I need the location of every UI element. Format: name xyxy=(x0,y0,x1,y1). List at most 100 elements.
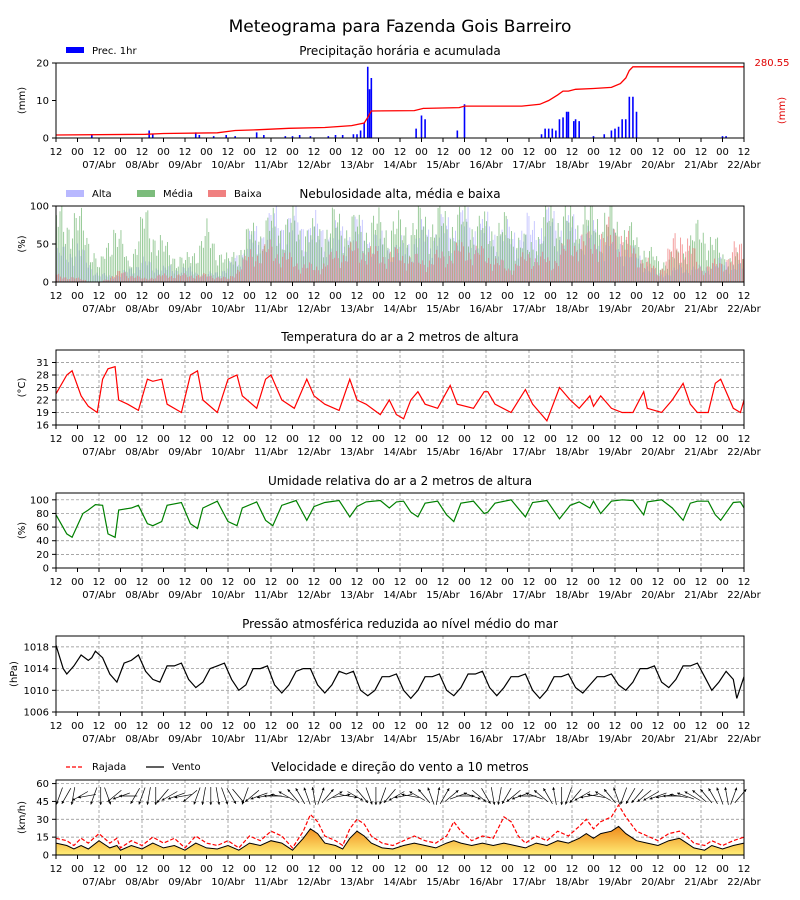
wind-xtick-hour: 00 xyxy=(587,864,600,875)
wind-arrow-head xyxy=(138,801,142,805)
cloud-bar-média xyxy=(317,235,319,282)
cloud-bar-média xyxy=(215,260,217,282)
cloud-bar-média xyxy=(500,234,502,282)
cloud-bar-baixa xyxy=(588,231,590,282)
cloud-bar-baixa xyxy=(685,251,687,282)
cloud-bar-alta xyxy=(379,238,381,282)
cloud-bar-média xyxy=(138,241,140,282)
wind-xtick-date: 07/Abr xyxy=(82,877,116,888)
cloud-bar-média xyxy=(665,265,667,282)
cloud-bar-alta xyxy=(496,251,498,282)
cloud-bar-alta xyxy=(528,216,530,282)
precip-bar xyxy=(352,134,355,138)
cloud-bar-alta xyxy=(630,256,632,282)
temp-xtick-date: 17/Abr xyxy=(512,447,546,458)
cloud-bar-média xyxy=(457,214,459,282)
wind-arrow-head xyxy=(708,788,712,792)
precip-bar xyxy=(456,130,459,138)
precip-bar xyxy=(551,128,554,138)
cloud-bar-alta xyxy=(539,238,541,282)
wind-arrow-shaft xyxy=(383,788,396,804)
cloud-bar-média xyxy=(554,246,555,282)
wind-xtick-hour: 12 xyxy=(136,864,149,875)
cloud-bar-baixa xyxy=(271,246,273,282)
wind-arrow-head xyxy=(649,796,653,800)
cloud-bar-alta xyxy=(403,242,404,282)
cloud-bar-média xyxy=(731,261,733,282)
cloud-bar-alta xyxy=(367,243,369,282)
cloud-bar-média xyxy=(260,236,262,282)
wind-arrow-shaft xyxy=(603,788,616,804)
cloud-bar-baixa xyxy=(445,267,447,282)
cloud-bar-alta xyxy=(385,257,387,282)
cloud-bar-baixa xyxy=(357,248,359,282)
cloud-bar-baixa xyxy=(122,272,124,282)
temp-xtick-hour: 00 xyxy=(157,434,170,445)
cloud-bar-média xyxy=(688,250,690,282)
wind-arrow-head xyxy=(339,791,343,795)
pressure-xtick-hour: 12 xyxy=(609,721,622,732)
cloud-bar-alta xyxy=(689,275,691,282)
cloud-bar-baixa xyxy=(146,278,147,282)
cloud-bar-média xyxy=(296,241,297,282)
clouds-xtick-hour: 12 xyxy=(437,291,450,302)
cloud-bar-baixa xyxy=(294,266,296,282)
clouds-xtick-hour: 00 xyxy=(501,291,514,302)
cloud-bar-baixa xyxy=(266,252,268,282)
cloud-bar-alta xyxy=(279,243,281,282)
cloud-bar-média xyxy=(310,235,312,282)
cloud-bar-baixa xyxy=(432,264,434,282)
cloud-bar-alta xyxy=(659,273,661,282)
cloud-bar-média xyxy=(278,235,280,282)
wind-arrow-head xyxy=(692,790,696,794)
cloud-bar-baixa xyxy=(389,251,391,282)
wind-xtick-hour: 12 xyxy=(222,864,235,875)
precip-bar xyxy=(592,136,595,138)
cloud-bar-média xyxy=(593,230,595,282)
cloud-bar-média xyxy=(645,257,647,282)
cloud-bar-baixa xyxy=(61,278,63,282)
cloud-bar-baixa xyxy=(221,278,223,282)
wind-xtick-date: 08/Abr xyxy=(125,877,159,888)
precip-xtick-date: 11/Abr xyxy=(254,160,288,171)
cloud-bar-média xyxy=(186,252,188,282)
cloud-bar-baixa xyxy=(671,251,672,282)
wind-direction-arrow xyxy=(501,788,512,804)
cloud-bar-média xyxy=(552,218,554,282)
cloud-bar-baixa xyxy=(631,253,633,282)
wind-arrow-head xyxy=(724,787,728,790)
wind-arrow-shaft xyxy=(138,787,146,805)
cloud-bar-média xyxy=(149,238,151,282)
cloud-bar-média xyxy=(473,244,475,282)
temp-xtick-date: 09/Abr xyxy=(168,447,202,458)
cloud-bar-alta xyxy=(132,273,134,282)
precip-ylabel: (mm) xyxy=(17,87,28,114)
wind-xtick-date: 11/Abr xyxy=(254,877,288,888)
cloud-bar-baixa xyxy=(156,275,158,282)
cloud-bar-média xyxy=(486,221,487,282)
temp-xtick-hour: 00 xyxy=(243,434,256,445)
wind-direction-arrow xyxy=(154,787,158,805)
cloud-bar-média xyxy=(145,212,147,282)
cloud-bar-baixa xyxy=(65,277,67,282)
cloud-bar-alta xyxy=(265,251,267,282)
cloud-bar-baixa xyxy=(350,242,352,282)
wind-direction-arrow xyxy=(244,789,260,803)
cloud-bar-alta xyxy=(594,229,596,282)
precip-xtick-hour: 00 xyxy=(286,147,299,158)
cloud-bar-alta xyxy=(603,261,605,282)
cloud-bar-média xyxy=(152,239,154,282)
cloud-bar-baixa xyxy=(371,254,373,282)
precip-xtick-date: 16/Abr xyxy=(469,160,503,171)
precip-ytick-label: 10 xyxy=(36,96,49,107)
cloud-bar-média xyxy=(563,216,564,282)
wind-direction-arrow xyxy=(383,788,396,804)
wind-direction-arrow xyxy=(107,789,122,803)
wind-arrow-head xyxy=(604,789,607,793)
pressure-xtick-date: 10/Abr xyxy=(211,734,245,745)
cloud-bar-média xyxy=(715,238,717,282)
cloud-bar-média xyxy=(699,239,701,282)
cloud-bar-baixa xyxy=(264,244,266,282)
wind-arrow-shaft xyxy=(506,789,521,803)
precip-bar xyxy=(721,136,724,138)
